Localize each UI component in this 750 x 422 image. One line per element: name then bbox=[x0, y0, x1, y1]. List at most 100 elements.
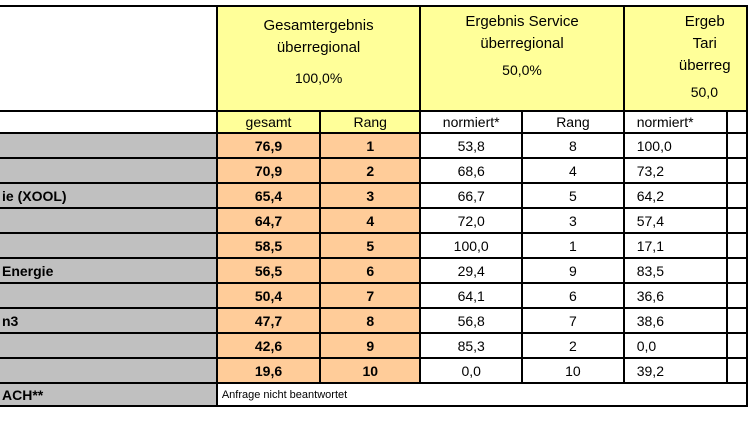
table-row: Energie 56,5 6 29,4 9 83,5 bbox=[0, 257, 748, 284]
cell-rang: 2 bbox=[319, 157, 422, 184]
header-total-title: Gesamtergebnis überregional bbox=[263, 17, 374, 56]
cell-gesamt: 47,7 bbox=[215, 307, 322, 334]
cell-gesamt: 64,7 bbox=[215, 207, 322, 234]
cell-service-normiert: 68,6 bbox=[419, 157, 524, 184]
cell-tariff-normiert: 38,6 bbox=[622, 307, 729, 334]
header-row: Gesamtergebnis überregional 100,0% Ergeb… bbox=[0, 5, 749, 112]
cell-tariff-normiert: 0,0 bbox=[622, 332, 729, 359]
header-tariff-weight: 50,0 bbox=[690, 84, 718, 100]
subheader-tariff-normiert: normiert* bbox=[622, 110, 729, 134]
table-row: 76,9 1 53,8 8 100,0 bbox=[0, 132, 748, 159]
cell-tariff-extra bbox=[726, 132, 748, 159]
cell-service-normiert: 29,4 bbox=[419, 257, 524, 284]
subheader-service-rang: Rang bbox=[521, 110, 625, 134]
cell-rang: 4 bbox=[319, 207, 422, 234]
results-table: Gesamtergebnis überregional 100,0% Ergeb… bbox=[0, 5, 749, 407]
cell-tariff-normiert: 83,5 bbox=[622, 257, 729, 284]
row-name bbox=[0, 332, 218, 359]
table-row: 64,7 4 72,0 3 57,4 bbox=[0, 207, 748, 234]
header-total-weight: 100,0% bbox=[294, 70, 343, 86]
cell-tariff-extra bbox=[726, 182, 748, 209]
cell-tariff-extra bbox=[726, 207, 748, 234]
cell-tariff-normiert: 36,6 bbox=[622, 282, 729, 309]
header-tariff-title: Ergeb Tari überreg bbox=[678, 13, 731, 74]
cell-service-rang: 10 bbox=[521, 357, 625, 384]
no-response-note: Anfrage nicht beantwortet bbox=[215, 382, 749, 407]
cell-service-rang: 7 bbox=[521, 307, 625, 334]
cell-tariff-extra bbox=[726, 232, 748, 259]
header-tariff: Ergeb Tari überreg 50,0 bbox=[622, 5, 749, 112]
subheader-blank bbox=[0, 110, 218, 134]
cell-service-normiert: 85,3 bbox=[419, 332, 524, 359]
header-service-weight: 50,0% bbox=[502, 62, 542, 78]
table-row: 58,5 5 100,0 1 17,1 bbox=[0, 232, 748, 259]
subheader-rang: Rang bbox=[319, 110, 422, 134]
cell-rang: 3 bbox=[319, 182, 422, 209]
cell-tariff-extra bbox=[726, 307, 748, 334]
cell-service-rang: 4 bbox=[521, 157, 625, 184]
header-total: Gesamtergebnis überregional 100,0% bbox=[215, 5, 422, 112]
cell-tariff-extra bbox=[726, 282, 748, 309]
row-name bbox=[0, 207, 218, 234]
row-name bbox=[0, 282, 218, 309]
row-name: Energie bbox=[0, 257, 218, 284]
cell-rang: 7 bbox=[319, 282, 422, 309]
header-service-title: Ergebnis Service überregional bbox=[465, 13, 579, 52]
cell-rang: 9 bbox=[319, 332, 422, 359]
row-name bbox=[0, 132, 218, 159]
subheader-service-normiert: normiert* bbox=[419, 110, 524, 134]
cell-gesamt: 56,5 bbox=[215, 257, 322, 284]
table-row: 19,6 10 0,0 10 39,2 bbox=[0, 357, 748, 384]
cell-service-normiert: 66,7 bbox=[419, 182, 524, 209]
table-row: n3 47,7 8 56,8 7 38,6 bbox=[0, 307, 748, 334]
row-name bbox=[0, 157, 218, 184]
cell-gesamt: 58,5 bbox=[215, 232, 322, 259]
cell-rang: 1 bbox=[319, 132, 422, 159]
cell-service-normiert: 53,8 bbox=[419, 132, 524, 159]
cell-tariff-normiert: 17,1 bbox=[622, 232, 729, 259]
cell-service-normiert: 100,0 bbox=[419, 232, 524, 259]
cell-service-rang: 8 bbox=[521, 132, 625, 159]
subheader-gesamt: gesamt bbox=[215, 110, 322, 134]
corner-cell bbox=[0, 5, 218, 112]
table-row: 50,4 7 64,1 6 36,6 bbox=[0, 282, 748, 309]
cell-service-rang: 9 bbox=[521, 257, 625, 284]
cell-service-normiert: 72,0 bbox=[419, 207, 524, 234]
row-name bbox=[0, 357, 218, 384]
cell-service-rang: 6 bbox=[521, 282, 625, 309]
table-row: 42,6 9 85,3 2 0,0 bbox=[0, 332, 748, 359]
cell-service-rang: 2 bbox=[521, 332, 625, 359]
cell-rang: 6 bbox=[319, 257, 422, 284]
cell-tariff-normiert: 64,2 bbox=[622, 182, 729, 209]
cell-service-normiert: 56,8 bbox=[419, 307, 524, 334]
cell-tariff-extra bbox=[726, 157, 748, 184]
table-row: ie (XOOL) 65,4 3 66,7 5 64,2 bbox=[0, 182, 748, 209]
cell-tariff-extra bbox=[726, 332, 748, 359]
cell-service-rang: 5 bbox=[521, 182, 625, 209]
row-name: ACH** bbox=[0, 382, 218, 407]
subheader-row: gesamt Rang normiert* Rang normiert* bbox=[0, 110, 748, 134]
cell-gesamt: 50,4 bbox=[215, 282, 322, 309]
row-name bbox=[0, 232, 218, 259]
subheader-tariff-extra bbox=[726, 110, 748, 134]
cell-tariff-extra bbox=[726, 357, 748, 384]
cell-service-normiert: 64,1 bbox=[419, 282, 524, 309]
cell-gesamt: 42,6 bbox=[215, 332, 322, 359]
cell-rang: 8 bbox=[319, 307, 422, 334]
row-name: n3 bbox=[0, 307, 218, 334]
table-row: 70,9 2 68,6 4 73,2 bbox=[0, 157, 748, 184]
cell-tariff-normiert: 73,2 bbox=[622, 157, 729, 184]
cell-tariff-normiert: 39,2 bbox=[622, 357, 729, 384]
cell-service-rang: 3 bbox=[521, 207, 625, 234]
table-body: 76,9 1 53,8 8 100,0 70,9 2 68,6 4 73,2 ie (XOOL)… bbox=[0, 132, 749, 407]
row-name: ie (XOOL) bbox=[0, 182, 218, 209]
cell-tariff-normiert: 100,0 bbox=[622, 132, 729, 159]
cell-service-rang: 1 bbox=[521, 232, 625, 259]
cell-gesamt: 76,9 bbox=[215, 132, 322, 159]
table-row-no-response: ACH** Anfrage nicht beantwortet bbox=[0, 382, 749, 407]
header-service: Ergebnis Service überregional 50,0% bbox=[419, 5, 625, 112]
cell-rang: 10 bbox=[319, 357, 422, 384]
cell-gesamt: 70,9 bbox=[215, 157, 322, 184]
cell-gesamt: 19,6 bbox=[215, 357, 322, 384]
